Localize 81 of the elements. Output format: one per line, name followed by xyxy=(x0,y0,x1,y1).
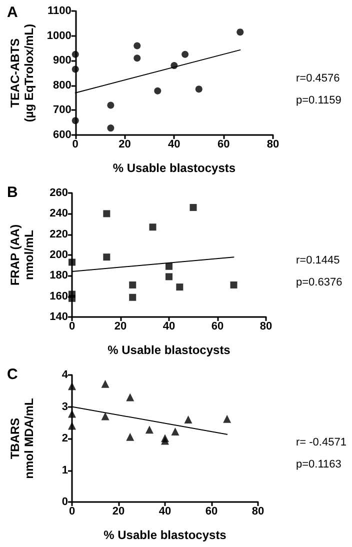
point xyxy=(223,414,232,423)
x-tick-label: 20 xyxy=(118,138,131,150)
point xyxy=(107,102,114,109)
x-tick-label: 40 xyxy=(158,506,172,518)
chart-title: A xyxy=(7,4,18,21)
y-tick-label: 160 xyxy=(50,290,68,302)
y-axis-title: TBARS nmol MDA/mL xyxy=(8,398,36,479)
y-axis-title: TEAC-ABTS (µg EqTrolox/mL) xyxy=(8,24,36,122)
y-tick-label: 4 xyxy=(62,369,69,381)
y-tick-label: 600 xyxy=(53,129,72,141)
x-axis-title: % Usable blastocysts xyxy=(112,161,236,175)
point xyxy=(195,86,202,93)
point xyxy=(184,415,192,424)
point xyxy=(68,258,76,266)
text: p=0.1163 xyxy=(296,458,342,470)
x-tick-label: 20 xyxy=(114,320,127,332)
y-tick-label: 2 xyxy=(62,432,68,444)
y-tick-label: 3 xyxy=(62,400,68,413)
y-tick-label: 800 xyxy=(53,79,72,92)
point xyxy=(134,42,141,50)
point xyxy=(103,254,110,261)
point xyxy=(68,294,76,302)
point xyxy=(154,87,162,94)
point xyxy=(68,382,76,390)
text: r=0.1445 xyxy=(296,254,340,266)
x-tick-label: 20 xyxy=(112,506,125,518)
text: p=0.1159 xyxy=(296,94,342,106)
x-tick-label: 80 xyxy=(260,320,272,332)
y-axis-title: FRAP (AA) nmol/mL xyxy=(8,224,36,286)
x-tick-label: 60 xyxy=(217,138,230,150)
point xyxy=(166,262,172,270)
x-tick-label: 40 xyxy=(162,320,176,332)
point xyxy=(126,393,134,402)
x-tick-label: 60 xyxy=(211,320,224,332)
point xyxy=(72,50,79,58)
y-tick-label: 240 xyxy=(50,208,68,220)
x-tick-label: 60 xyxy=(205,506,218,518)
point xyxy=(230,281,238,288)
y-tick-label: 700 xyxy=(53,104,72,116)
point xyxy=(107,124,114,132)
point xyxy=(171,428,180,436)
y-tick-label: 1 xyxy=(62,464,68,476)
point xyxy=(129,294,136,301)
point xyxy=(134,54,141,62)
chart-title: B xyxy=(7,184,18,201)
point xyxy=(101,412,110,420)
y-tick-label: 1000 xyxy=(46,30,72,42)
y-tick-label: 0 xyxy=(62,496,68,508)
y-tick-label: 180 xyxy=(50,270,68,282)
text: p=0.6376 xyxy=(296,276,342,288)
point xyxy=(72,117,79,124)
point xyxy=(149,224,156,231)
point xyxy=(72,66,79,73)
point xyxy=(236,28,244,36)
y-tick-label: 200 xyxy=(50,249,68,261)
x-tick-label: 40 xyxy=(168,138,180,150)
x-tick-label: 80 xyxy=(266,138,280,150)
x-tick-label: 80 xyxy=(252,506,264,518)
point xyxy=(166,273,172,280)
point xyxy=(68,422,76,430)
point xyxy=(129,281,136,288)
point xyxy=(176,284,184,291)
point xyxy=(190,204,197,211)
y-tick-label: 900 xyxy=(53,54,72,67)
point xyxy=(126,432,134,441)
y-tick-label: 140 xyxy=(50,311,68,323)
point xyxy=(101,380,110,388)
point xyxy=(170,62,178,70)
y-tick-label: 1100 xyxy=(47,5,72,17)
point xyxy=(182,50,189,58)
x-axis-title: % Usable blastocysts xyxy=(108,343,231,357)
point xyxy=(145,426,154,434)
point xyxy=(103,210,110,218)
y-tick-label: 220 xyxy=(50,228,68,240)
text: r=0.4576 xyxy=(296,72,340,84)
x-axis-title: % Usable blastocysts xyxy=(104,528,227,542)
point xyxy=(68,410,76,418)
chart-title: C xyxy=(7,366,18,383)
point xyxy=(161,436,169,445)
y-tick-label: 260 xyxy=(50,187,68,199)
text: r= -0.4571 xyxy=(296,436,346,448)
